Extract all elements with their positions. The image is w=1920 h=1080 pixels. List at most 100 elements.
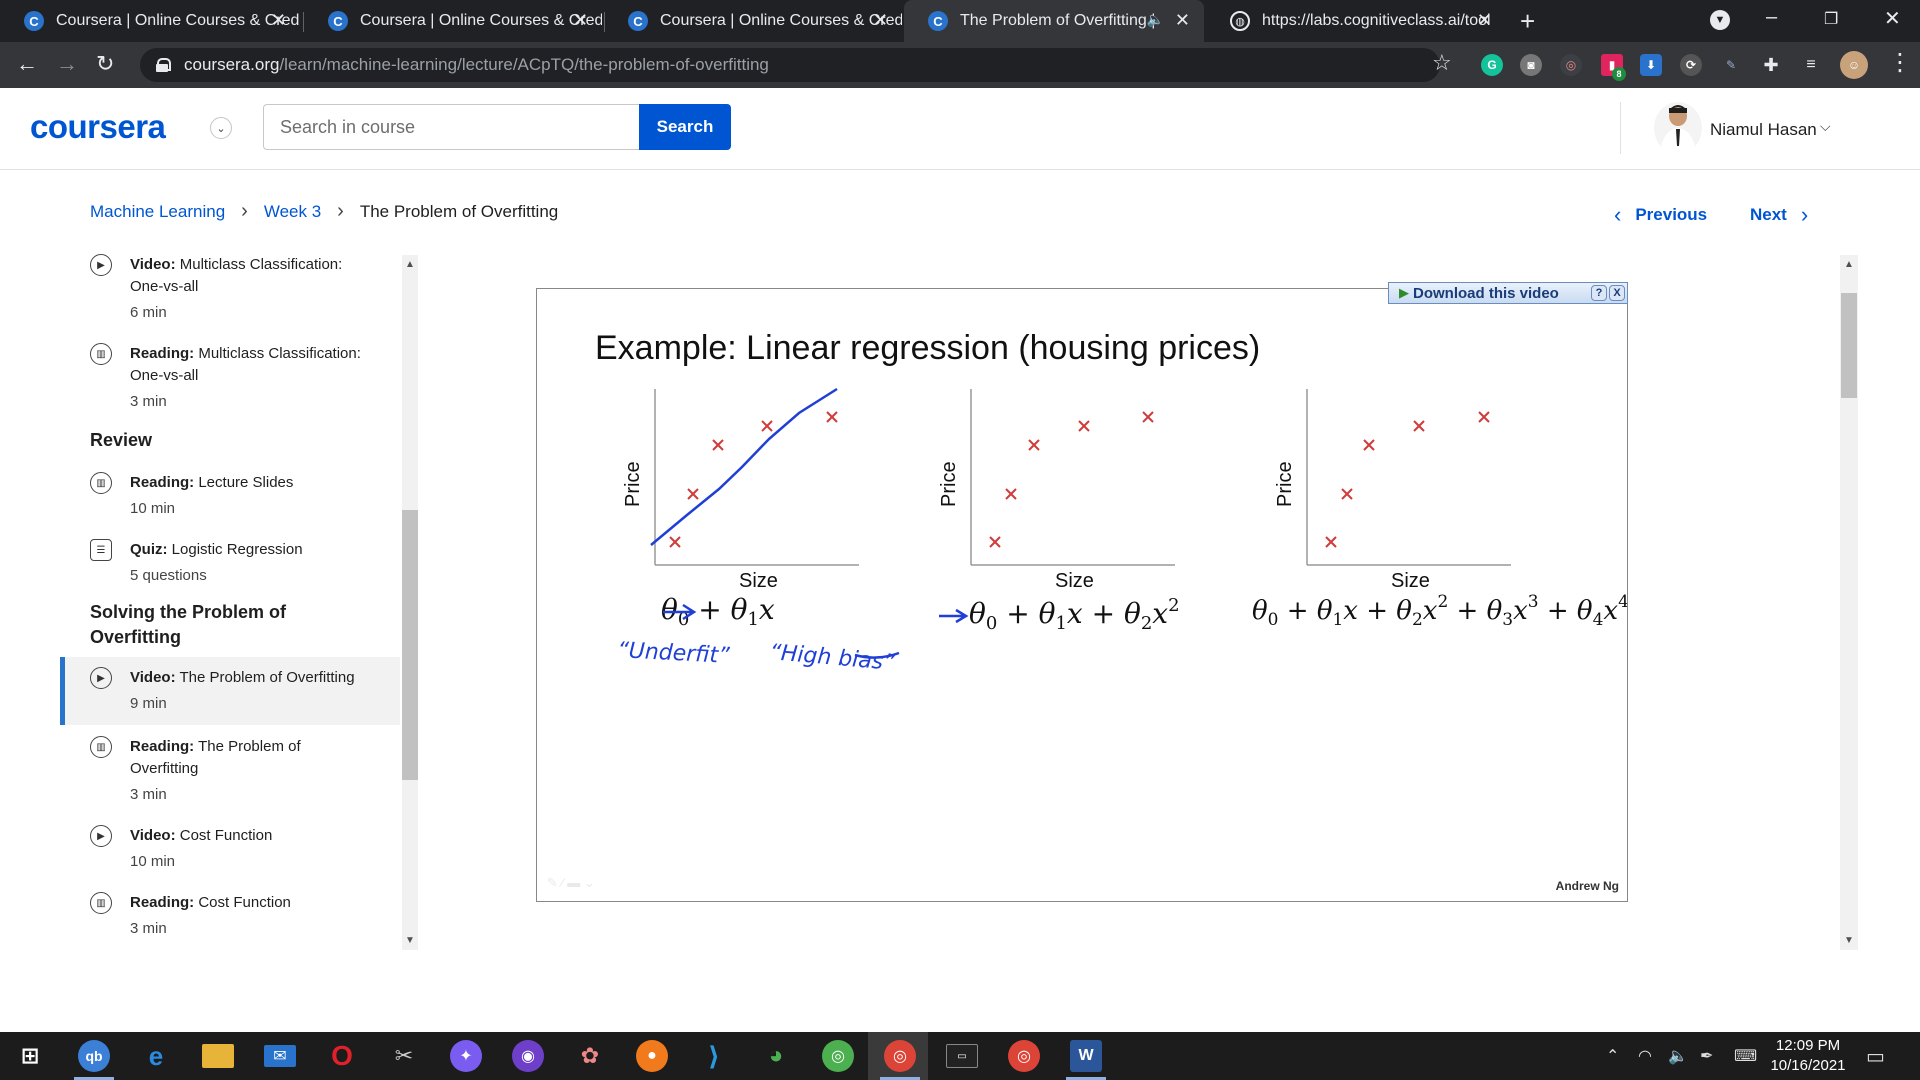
vscode-icon[interactable]: ⟩ — [708, 1040, 720, 1071]
windows-start-icon[interactable]: ⊞ — [20, 1043, 40, 1068]
browser-tab-1[interactable]: C Coursera | Online Courses & Cred ✕ — [0, 0, 300, 42]
puzzle-icon[interactable]: ✚ — [1763, 54, 1779, 75]
list-item[interactable]: ▥ Reading: Cost Function 3 min — [60, 892, 400, 937]
close-tab-icon[interactable]: ✕ — [1476, 10, 1492, 30]
book-icon: ▥ — [90, 472, 112, 494]
search-input[interactable] — [263, 104, 639, 150]
search-button[interactable]: Search — [639, 104, 731, 150]
next-button[interactable]: Next › — [1750, 202, 1809, 227]
back-icon[interactable]: ← — [16, 51, 38, 76]
avatar[interactable] — [1654, 102, 1702, 154]
list-item[interactable]: ☰ Quiz: Logistic Regression 5 questions — [60, 539, 400, 584]
data-point — [669, 536, 681, 548]
breadcrumb-course-link[interactable]: Machine Learning — [90, 201, 226, 221]
keyboard-icon[interactable]: ⌨ — [1734, 1048, 1758, 1065]
tab-title: https://labs.cognitiveclass.ai/tool — [1262, 12, 1491, 29]
more-menu-icon[interactable]: ⋮ — [1888, 49, 1912, 76]
notification-icon[interactable]: ▭ — [1866, 1046, 1885, 1068]
forward-icon[interactable]: → — [56, 51, 78, 76]
close-tab-icon[interactable]: ✕ — [572, 10, 588, 30]
url-field[interactable]: coursera.org/learn/machine-learning/lect… — [140, 48, 1440, 82]
taskbar-clock[interactable]: 12:09 PM 10/16/2021 — [1770, 1037, 1846, 1074]
edge-icon[interactable]: e — [148, 1040, 164, 1071]
close-icon[interactable]: X — [1609, 285, 1625, 301]
reload-icon[interactable]: ↻ — [96, 51, 115, 76]
github-icon[interactable]: ◉ — [512, 1040, 544, 1072]
word-icon[interactable]: W — [1070, 1040, 1102, 1072]
pen-tray-icon[interactable]: ✒ — [1700, 1048, 1714, 1065]
pinwheel-icon[interactable]: ✿ — [580, 1043, 600, 1068]
coursera-favicon-icon: C — [928, 11, 948, 31]
sync-icon[interactable]: ⟳ — [1680, 54, 1702, 76]
list-item[interactable]: ▶ Video: Cost Function 10 min — [60, 825, 400, 870]
browser-tab-2[interactable]: C Coursera | Online Courses & Cred ✕ — [304, 0, 602, 42]
video-player[interactable]: Example: Linear regression (housing pric… — [536, 288, 1628, 902]
data-point — [826, 411, 838, 423]
previous-button[interactable]: ‹ Previous — [1614, 202, 1708, 227]
close-tab-icon[interactable]: ✕ — [270, 10, 286, 30]
tab-search-icon[interactable]: ▼ — [1710, 10, 1730, 30]
speaker-icon[interactable]: 🔈 — [1146, 11, 1164, 27]
mail-icon[interactable]: ✉ — [264, 1045, 296, 1067]
wifi-icon[interactable]: ◠ — [1638, 1048, 1652, 1065]
pen-icon[interactable]: ✎ — [1725, 58, 1737, 72]
scroll-up-icon[interactable]: ▲ — [1844, 259, 1854, 270]
slide-graphics: Price Size Price Size Price Size — [617, 387, 1627, 676]
plot-just-right: Price Size — [938, 389, 1175, 592]
profile-avatar-icon[interactable]: ☺ — [1840, 51, 1868, 79]
help-icon[interactable]: ? — [1591, 285, 1607, 301]
messenger-icon[interactable]: ✦ — [450, 1040, 482, 1072]
chrome-active-icon[interactable]: ◎ — [884, 1040, 916, 1072]
main-scrollbar[interactable]: ▲ ▼ — [1840, 255, 1858, 950]
firefox-icon[interactable]: ● — [636, 1040, 668, 1072]
snipping-tool-icon[interactable]: ✂ — [394, 1043, 414, 1068]
minimize-icon[interactable]: – — [1766, 6, 1778, 28]
bookmark-star-icon[interactable]: ☆ — [1432, 50, 1452, 75]
close-tab-icon[interactable]: ✕ — [872, 10, 888, 30]
list-item-active[interactable]: ▶ Video: The Problem of Overfitting 9 mi… — [60, 657, 400, 725]
scrollbar-thumb[interactable] — [1841, 293, 1857, 398]
user-name[interactable]: Niamul Hasan — [1710, 120, 1817, 139]
list-item[interactable]: ▶ Video: Multiclass Classification: One-… — [60, 254, 400, 321]
url-domain: coursera.org — [184, 55, 280, 74]
list-item[interactable]: ▥ Reading: The Problem of Overfitting 3 … — [60, 736, 400, 803]
scroll-down-icon[interactable]: ▼ — [1844, 935, 1854, 946]
scrollbar-thumb[interactable] — [402, 510, 418, 780]
close-window-icon[interactable]: ✕ — [1884, 8, 1901, 30]
data-point — [1478, 411, 1490, 423]
player-controls[interactable]: ✎ ⁄ ▬ ⌄ — [547, 875, 595, 890]
slide-title: Example: Linear regression (housing pric… — [595, 329, 1261, 367]
scroll-up-icon[interactable]: ▲ — [405, 259, 415, 270]
sidebar-scrollbar[interactable]: ▲ ▼ — [400, 255, 418, 950]
breadcrumb-week-link[interactable]: Week 3 — [263, 201, 322, 221]
list-item[interactable]: ▥ Reading: Multiclass Classification: On… — [60, 343, 400, 410]
chevron-up-icon[interactable]: ⌃ — [1606, 1048, 1620, 1065]
opera-icon[interactable]: O — [331, 1040, 353, 1071]
data-point — [1142, 411, 1154, 423]
chevron-down-icon[interactable]: ⌵ — [1820, 118, 1831, 134]
terminal-icon[interactable]: ▭ — [946, 1044, 978, 1068]
globe-app-icon[interactable]: ◕ — [768, 1042, 784, 1069]
browser-tab-active[interactable]: C The Problem of Overfitting | 🔈 ✕ — [904, 0, 1204, 42]
file-explorer-icon[interactable] — [202, 1044, 234, 1068]
scroll-down-icon[interactable]: ▼ — [405, 935, 415, 946]
browser-tab-5[interactable]: ◍ https://labs.cognitiveclass.ai/tool ✕ — [1206, 0, 1506, 42]
chrome-ex-icon[interactable]: ◎ — [1008, 1040, 1040, 1072]
play-icon: ▶ — [1399, 285, 1409, 300]
chrome-icon[interactable]: ◎ — [822, 1040, 854, 1072]
extension-icon[interactable]: ◎ — [1560, 54, 1582, 76]
new-tab-icon[interactable]: + — [1520, 6, 1536, 36]
media-queue-icon[interactable]: ≡ — [1806, 56, 1816, 73]
close-tab-icon[interactable]: ✕ — [1174, 10, 1190, 30]
list-item[interactable]: ▥ Reading: Lecture Slides 10 min — [60, 472, 400, 517]
chevron-down-icon[interactable]: ⌄ — [210, 117, 232, 139]
grammarly-icon[interactable]: G — [1481, 54, 1503, 76]
download-icon[interactable]: ⬇ — [1640, 54, 1662, 76]
volume-icon[interactable]: 🔈 — [1668, 1048, 1688, 1065]
restore-icon[interactable]: ❐ — [1824, 11, 1839, 28]
qbittorrent-icon[interactable]: qb — [78, 1040, 110, 1072]
browser-tab-3[interactable]: C Coursera | Online Courses & Cred ✕ — [604, 0, 902, 42]
camera-icon[interactable]: ◙ — [1520, 54, 1542, 76]
download-video-button[interactable]: ▶ Download this video ? X — [1388, 282, 1628, 304]
coursera-logo[interactable]: coursera — [30, 108, 166, 145]
